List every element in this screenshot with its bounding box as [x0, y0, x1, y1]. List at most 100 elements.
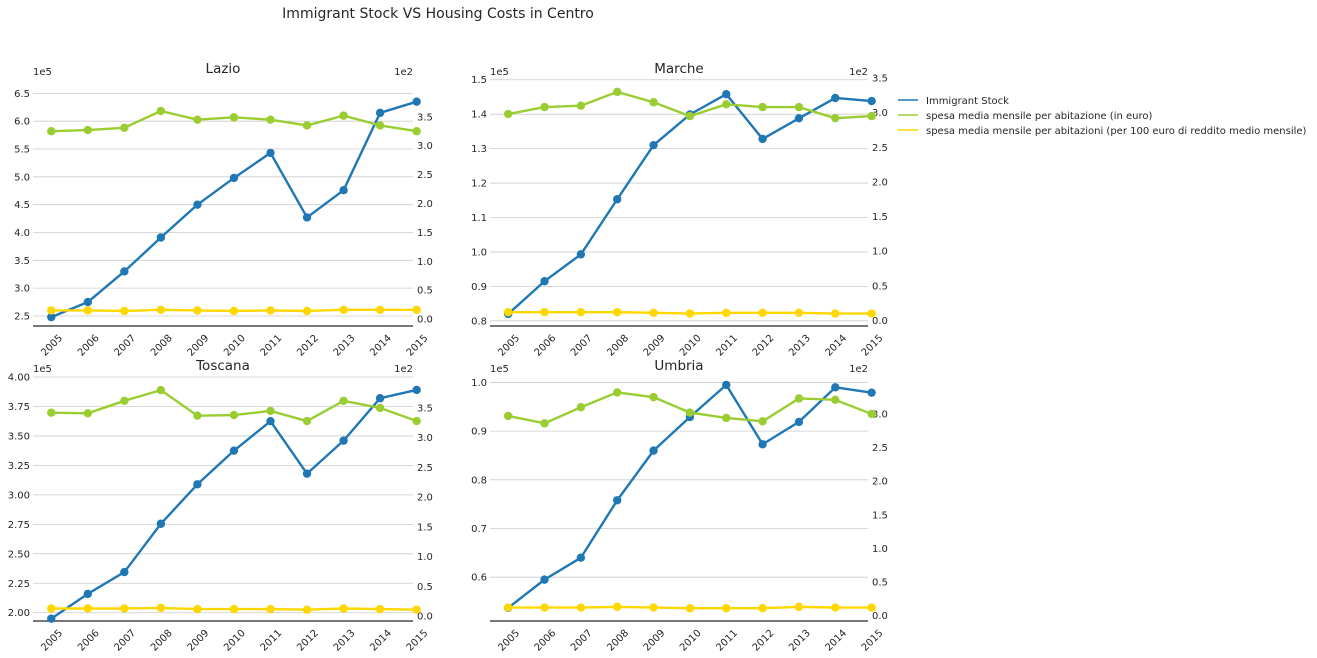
umbria-right-tick-label: 1.0 — [872, 544, 888, 555]
toscana-immigrant-stock-point — [120, 567, 129, 577]
marche-spesa-per-100-point — [794, 308, 804, 318]
umbria-immigrant-stock-point — [794, 417, 804, 427]
lazio-spesa-per-100-point — [229, 306, 239, 316]
marche-spesa-per-100-point — [576, 307, 586, 317]
lazio-spesa-per-100-point — [47, 306, 56, 315]
toscana-left-tick-label: 2.25 — [8, 579, 30, 590]
lazio-left-tick-label: 5.5 — [14, 145, 30, 156]
umbria-x-tick-label: 2011 — [714, 628, 740, 654]
umbria-spesa-mensile-point — [503, 411, 513, 421]
lazio-spesa-per-100-point — [83, 306, 93, 315]
lazio-right-tick-label: 1.5 — [417, 228, 433, 239]
marche-spesa-mensile-point — [758, 102, 767, 112]
lazio-left-tick-label: 5.0 — [14, 172, 30, 183]
lazio-x-tick-label: 2007 — [112, 333, 138, 359]
marche-title: Marche — [654, 61, 703, 77]
marche-immigrant-stock-point — [867, 96, 876, 106]
toscana-right-tick-label: 2.0 — [417, 493, 433, 504]
marche-x-tick-label: 2008 — [605, 333, 631, 359]
lazio-spesa-per-100-point — [193, 306, 202, 315]
marche-right-tick-label: 1.5 — [872, 212, 888, 223]
lazio-left-tick-label: 2.5 — [14, 311, 30, 322]
marche-x-tick-label: 2012 — [751, 333, 777, 359]
lazio-immigrant-stock-point — [302, 213, 312, 222]
umbria-right-tick-label: 0.0 — [872, 611, 888, 622]
umbria-right-tick-label: 1.5 — [872, 510, 888, 521]
toscana-title: Toscana — [195, 358, 250, 374]
figure-title: Immigrant Stock VS Housing Costs in Cent… — [282, 6, 594, 22]
lazio-immigrant-stock-point — [229, 173, 239, 183]
umbria-x-tick-label: 2010 — [678, 628, 704, 654]
lazio-immigrant-stock-point — [193, 200, 202, 209]
umbria-spesa-per-100-point — [722, 604, 731, 613]
toscana-spesa-per-100-point — [193, 604, 202, 614]
umbria-left-tick-label: 0.9 — [471, 427, 487, 438]
marche-left-tick-label: 1.2 — [471, 179, 487, 190]
marche-spesa-mensile-point — [685, 111, 695, 121]
marche-immigrant-stock-point — [722, 89, 731, 99]
umbria-x-tick-label: 2008 — [605, 628, 631, 654]
umbria-immigrant-stock-point — [613, 496, 622, 505]
marche-right-tick-label: 3.5 — [872, 74, 888, 85]
umbria-left-tick-label: 1.0 — [471, 378, 487, 389]
lazio-spesa-per-100-point — [156, 305, 166, 315]
lazio-immigrant-stock-point — [412, 97, 421, 106]
umbria-x-tick-label: 2007 — [569, 628, 595, 654]
umbria-immigrant-stock-point — [831, 383, 840, 392]
lazio-spesa-mensile-point — [302, 121, 312, 130]
umbria-immigrant-stock-point — [722, 380, 731, 390]
umbria-spesa-mensile-point — [867, 409, 876, 419]
toscana-immigrant-stock-point — [412, 385, 421, 395]
marche-x-tick-label: 2013 — [787, 333, 813, 359]
toscana-right-tick-label: 2.5 — [417, 463, 433, 474]
marche-immigrant-stock-point — [758, 134, 767, 144]
umbria-spesa-mensile-point — [831, 395, 840, 405]
marche-spesa-per-100-point — [540, 307, 549, 317]
umbria-spesa-mensile-point — [649, 392, 658, 402]
toscana-immigrant-stock-point — [83, 589, 93, 599]
lazio-spesa-mensile-point — [412, 127, 421, 136]
marche-spesa-per-100-point — [503, 307, 513, 317]
lazio-left-tick-label: 6.5 — [14, 89, 30, 100]
marche-spesa-mensile-point — [540, 102, 549, 112]
marche-right-tick-label: 1.0 — [872, 247, 888, 258]
toscana-x-tick-label: 2015 — [405, 628, 431, 654]
marche-left-tick-label: 0.9 — [471, 282, 487, 293]
umbria-left-multiplier: 1e5 — [490, 364, 509, 375]
marche-spesa-per-100-point — [758, 308, 767, 318]
toscana-x-tick-label: 2014 — [368, 628, 394, 654]
toscana-immigrant-stock-point — [339, 436, 348, 445]
umbria-spesa-mensile-point — [758, 417, 767, 426]
lazio-right-tick-label: 3.0 — [417, 141, 433, 152]
umbria-right-tick-label: 2.0 — [872, 477, 888, 488]
marche-right-tick-label: 0.5 — [872, 281, 888, 292]
lazio-spesa-mensile-point — [375, 121, 385, 130]
marche-spesa-per-100-point — [722, 308, 731, 318]
lazio-spesa-per-100-point — [412, 305, 421, 315]
marche-immigrant-stock-line — [507, 92, 872, 315]
marche-immigrant-stock-point — [794, 114, 804, 123]
lazio-right-tick-label: 0.5 — [417, 286, 433, 297]
legend-label-immigrant-stock: Immigrant Stock — [926, 96, 1009, 107]
lazio-immigrant-stock-point — [120, 267, 129, 276]
lazio-immigrant-stock-point — [266, 148, 275, 158]
toscana-right-tick-label: 0.5 — [417, 582, 433, 593]
toscana-spesa-per-100-point — [156, 603, 166, 613]
umbria-right-tick-label: 2.5 — [872, 443, 888, 454]
umbria-spesa-per-100-point — [685, 604, 695, 613]
marche-spesa-mensile-point — [503, 109, 513, 119]
umbria-spesa-per-100-point — [867, 603, 876, 612]
toscana-left-tick-label: 2.75 — [8, 520, 30, 531]
marche-immigrant-stock-point — [831, 93, 840, 103]
toscana-spesa-mensile-point — [229, 410, 239, 420]
panel-umbria: 0.6 0.7 0.8 0.9 1.0 0.0 0.5 1.0 1.5 2.0 2.5 3.0 1e5 1… — [471, 358, 888, 654]
toscana-immigrant-stock-line — [50, 388, 417, 620]
umbria-x-tick-label: 2005 — [496, 628, 522, 654]
umbria-spesa-per-100-point — [758, 604, 767, 613]
marche-x-tick-label: 2015 — [860, 333, 886, 359]
toscana-x-tick-label: 2013 — [332, 628, 358, 654]
toscana-x-tick-label: 2011 — [259, 628, 285, 654]
umbria-x-tick-label: 2013 — [787, 628, 813, 654]
lazio-left-tick-label: 4.0 — [14, 228, 30, 239]
legend-label-spesa-mensile: spesa media mensile per abitazione (in e… — [926, 111, 1152, 122]
